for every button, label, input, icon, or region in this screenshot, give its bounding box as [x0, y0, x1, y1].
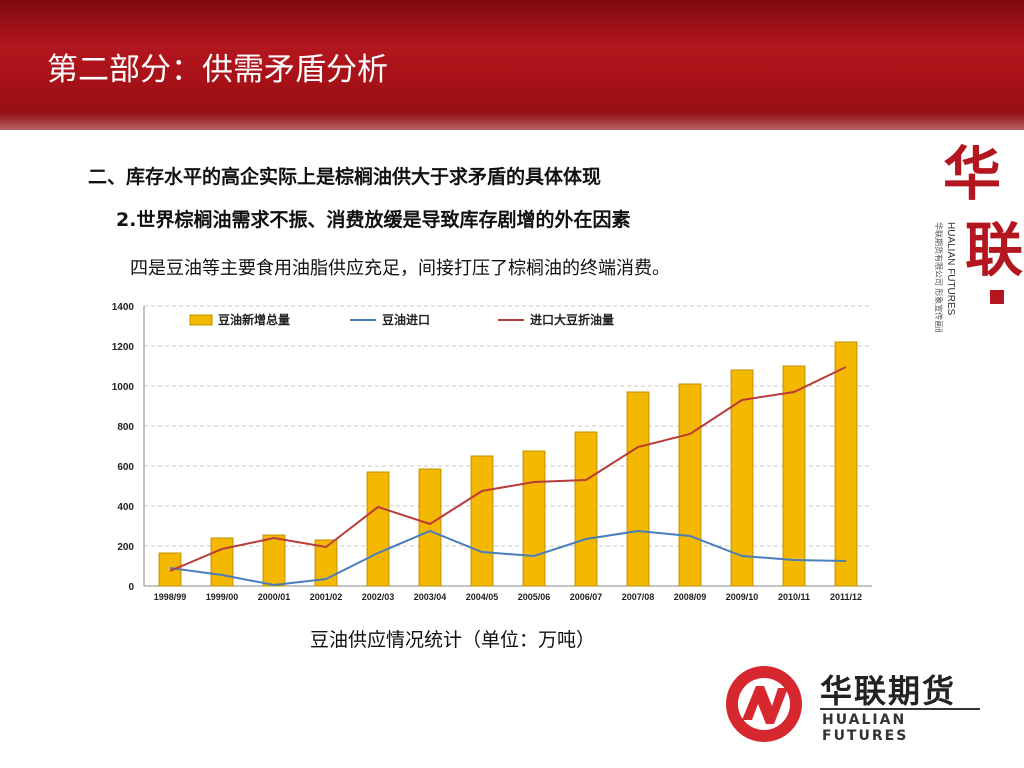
- title-banner: [0, 0, 1024, 130]
- body-text: 四是豆油等主要食用油脂供应充足，间接打压了棕榈油的终端消费。: [130, 258, 670, 279]
- x-tick-label: 2001/02: [310, 592, 343, 602]
- x-tick-label: 2008/09: [674, 592, 707, 602]
- x-tick-label: 2003/04: [414, 592, 447, 602]
- legend-label: 豆油进口: [382, 312, 430, 327]
- logo-english-name: HUALIAN FUTURES: [822, 712, 909, 744]
- brand-vertical-english: HUALIAN FUTURES: [945, 222, 956, 316]
- legend-swatch: [189, 314, 213, 326]
- brand-calligraphy-icon: 华 联 华联期货有限公司 形象宣传画册 HUALIAN FUTURES: [934, 140, 1023, 336]
- bar: [262, 534, 286, 587]
- bar: [522, 450, 546, 587]
- bar: [678, 383, 702, 587]
- bar: [626, 391, 650, 587]
- legend-label: 豆油新增总量: [218, 312, 290, 327]
- subsection-heading: 2.世界棕榈油需求不振、消费放缓是导致库存剧增的外在因素: [116, 209, 631, 231]
- x-tick-label: 2005/06: [518, 592, 551, 602]
- x-tick-label: 1998/99: [154, 592, 187, 602]
- y-tick-label: 600: [117, 462, 134, 473]
- seal-stamp-icon: [990, 290, 1004, 304]
- bar: [210, 537, 234, 587]
- x-tick-label: 2011/12: [830, 592, 862, 602]
- x-tick-label: 2004/05: [466, 592, 499, 602]
- bar: [366, 471, 390, 587]
- x-tick-label: 2010/11: [778, 592, 810, 602]
- series-line: [169, 366, 847, 572]
- x-tick-label: 2006/07: [570, 592, 603, 602]
- bar: [782, 365, 806, 587]
- bar: [730, 369, 754, 587]
- series-line: [169, 529, 847, 587]
- chart-caption: 豆油供应情况统计（单位：万吨）: [310, 629, 596, 651]
- chart-frame: 0 200 400 600 800 1000 1200 1400 1998/99 1999/00 2…: [92, 296, 882, 606]
- y-tick-label: 400: [117, 502, 134, 513]
- y-tick-label: 0: [128, 582, 134, 593]
- bar: [470, 455, 494, 587]
- x-tick-label: 1999/00: [206, 592, 239, 602]
- logo-divider: [820, 708, 980, 710]
- y-tick-label: 1000: [112, 382, 135, 393]
- bar: [834, 341, 858, 587]
- brand-vertical-subtitle: 华联期货有限公司 形象宣传画册: [934, 222, 944, 332]
- logo-chinese-name: 华联期货: [820, 672, 957, 710]
- hualian-logo-icon: [726, 666, 802, 742]
- x-tick-label: 2002/03: [362, 592, 395, 602]
- brand-vertical-char: 华: [943, 140, 1001, 208]
- section-heading: 二、库存水平的高企实际上是棕榈油供大于求矛盾的具体体现: [88, 166, 602, 188]
- slide-title: 第二部分：供需矛盾分析: [47, 52, 388, 88]
- y-tick-label: 800: [117, 422, 134, 433]
- company-logo: 华联期货 HUALIAN FUTURES: [722, 660, 992, 750]
- bar: [314, 539, 338, 587]
- y-tick-label: 200: [117, 542, 134, 553]
- y-tick-label: 1400: [112, 302, 135, 313]
- brand-vertical-char: 联: [965, 216, 1023, 284]
- x-tick-label: 2007/08: [622, 592, 655, 602]
- x-tick-label: 2009/10: [726, 592, 759, 602]
- legend-label: 进口大豆折油量: [530, 312, 614, 327]
- soybean-oil-supply-chart: 0 200 400 600 800 1000 1200 1400 1998/99 1999/00 2…: [112, 302, 872, 602]
- brand-vertical: 华 联 华联期货有限公司 形象宣传画册 HUALIAN FUTURES: [924, 132, 1024, 336]
- x-tick-label: 2000/01: [258, 592, 291, 602]
- bar: [418, 468, 442, 587]
- bar: [574, 431, 598, 587]
- y-tick-label: 1200: [112, 342, 135, 353]
